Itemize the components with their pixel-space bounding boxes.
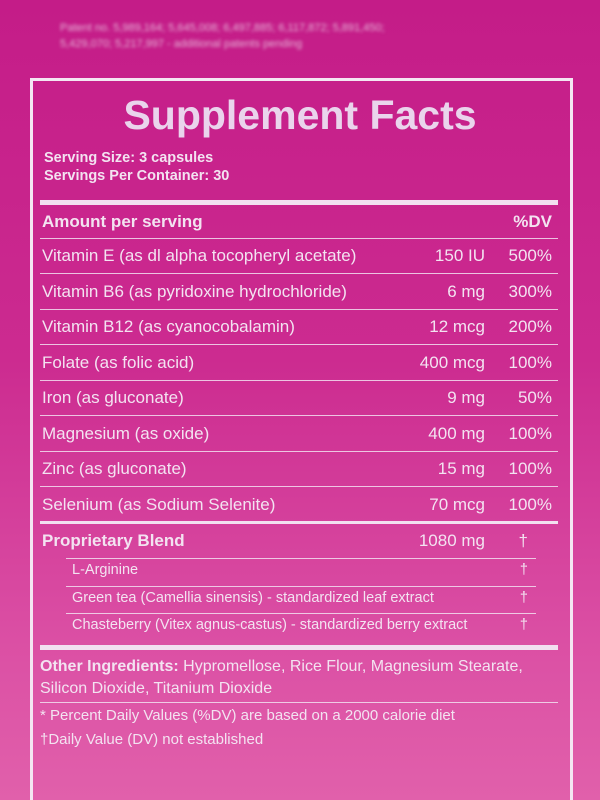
servings-per-container: Servings Per Container: 30	[44, 168, 230, 184]
rule	[66, 613, 536, 614]
nutrient-dv: 100%	[508, 423, 552, 443]
frame	[30, 78, 573, 800]
rule	[40, 379, 558, 381]
nutrient-dv: 500%	[508, 246, 552, 265]
rule	[40, 308, 558, 310]
footnote: †Daily Value (DV) not established	[40, 731, 264, 748]
nutrient-amount: 12 mcg	[429, 317, 485, 336]
nutrient-amount: 6 mg	[447, 281, 485, 301]
patent-note: 5,429,070; 5,217,997 - additional patent…	[60, 38, 303, 50]
nutrient-name: Folate (as folic acid)	[42, 352, 195, 372]
blend-item: Chasteberry (Vitex agnus-castus) - stand…	[72, 617, 468, 633]
nutrient-amount: 400 mg	[428, 423, 485, 443]
rule	[40, 415, 558, 416]
nutrient-dv: 100%	[508, 459, 552, 478]
nutrient-dv: 200%	[508, 317, 552, 336]
nutrient-amount: 400 mcg	[419, 352, 485, 372]
other-ingredients: Other Ingredients: Hypromellose, Rice Fl…	[40, 656, 560, 700]
rule	[40, 200, 558, 205]
blend-dv: †	[518, 531, 528, 550]
blend-name: Proprietary Blend	[42, 531, 185, 550]
nutrient-name: Iron (as gluconate)	[42, 388, 184, 407]
blend-amount: 1080 mg	[418, 531, 485, 550]
other-text: Hypromellose, Rice Flour, Magnesium Stea…	[40, 658, 523, 697]
nutrient-dv: 100%	[508, 352, 552, 372]
blend-item-dv: †	[519, 589, 528, 606]
nutrient-name: Vitamin B12 (as cyanocobalamin)	[42, 317, 295, 336]
blend-item: L-Arginine	[72, 562, 139, 578]
nutrient-dv: 50%	[517, 388, 552, 407]
rule	[66, 558, 536, 559]
nutrient-name: Zinc (as gluconate)	[42, 459, 187, 478]
title: Supplement Facts	[123, 92, 477, 138]
nutrient-dv: 100%	[508, 494, 552, 514]
serving-size: Serving Size: 3 capsules	[44, 150, 214, 166]
blend-item-dv: †	[519, 617, 528, 633]
nutrient-dv: 300%	[508, 281, 552, 301]
patent-note: Patent no. 5,989,164; 5,645,008; 6,497,8…	[60, 22, 385, 34]
nutrient-amount: 70 mcg	[429, 494, 485, 514]
blend-item: Green tea (Camellia sinensis) - standard…	[72, 589, 434, 606]
nutrient-name: Magnesium (as oxide)	[42, 423, 210, 443]
footnote: * Percent Daily Values (%DV) are based o…	[40, 707, 455, 724]
rule	[40, 344, 558, 345]
rule	[40, 486, 558, 487]
nutrient-amount: 9 mg	[447, 388, 485, 407]
nutrient-amount: 150 IU	[434, 246, 485, 265]
nutrient-name: Selenium (as Sodium Selenite)	[42, 494, 276, 514]
nutrient-amount: 15 mg	[437, 459, 485, 478]
rule	[40, 273, 558, 274]
rule	[40, 521, 558, 524]
nutrient-name: Vitamin E (as dl alpha tocopheryl acetat…	[42, 246, 357, 265]
rule	[66, 585, 536, 587]
nutrient-name: Vitamin B6 (as pyridoxine hydrochloride)	[42, 281, 347, 301]
header-dv: %DV	[513, 212, 552, 231]
header-amount: Amount per serving	[42, 212, 203, 231]
other-label: Other Ingredients:	[40, 658, 179, 675]
rule	[40, 702, 558, 703]
blend-item-dv: †	[519, 562, 528, 578]
rule	[40, 238, 558, 239]
rule	[40, 645, 558, 650]
rule	[40, 450, 558, 452]
